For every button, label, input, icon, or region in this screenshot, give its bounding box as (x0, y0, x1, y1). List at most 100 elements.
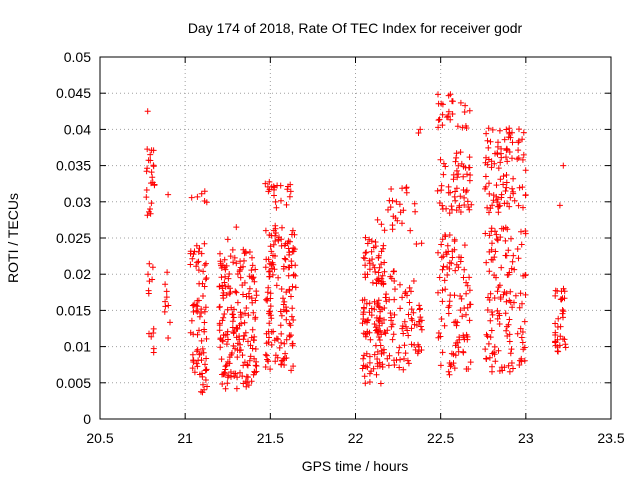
data-point (494, 237, 501, 244)
data-point (463, 279, 470, 286)
data-point (245, 338, 251, 345)
data-point (418, 240, 425, 247)
data-point (457, 209, 464, 215)
data-point (278, 197, 284, 204)
data-point (453, 261, 460, 268)
y-tick-label: 0.015 (56, 302, 91, 318)
data-point (374, 326, 380, 333)
data-point (489, 363, 495, 370)
data-point (291, 231, 298, 238)
data-point (378, 261, 385, 268)
data-point (466, 301, 473, 308)
data-point (384, 327, 391, 334)
data-point (506, 129, 513, 136)
data-point (512, 292, 519, 299)
data-point (399, 325, 406, 332)
data-point (265, 284, 272, 291)
data-point (492, 248, 499, 255)
data-point (489, 240, 495, 247)
data-point (494, 288, 501, 295)
data-point (447, 189, 454, 196)
data-point (147, 206, 153, 212)
data-point (403, 184, 410, 191)
data-point (199, 370, 205, 377)
data-point (466, 107, 473, 114)
data-point (503, 145, 510, 152)
data-point (265, 358, 272, 365)
data-point (273, 282, 280, 289)
data-point (445, 183, 452, 190)
data-point (202, 304, 209, 311)
data-point (147, 151, 154, 158)
data-point (273, 204, 280, 211)
data-point (220, 314, 227, 321)
data-point (203, 335, 210, 342)
data-point (463, 331, 470, 338)
data-point (247, 353, 254, 360)
data-point (507, 350, 514, 357)
data-point (288, 262, 295, 269)
data-point (522, 228, 529, 234)
data-point (457, 307, 464, 314)
data-point (463, 290, 470, 297)
data-point (165, 335, 172, 341)
data-point (484, 137, 491, 144)
data-point (399, 220, 405, 227)
data-point (240, 332, 247, 339)
data-point (162, 281, 169, 288)
data-point (195, 258, 202, 265)
data-point (441, 322, 448, 329)
data-point (372, 243, 379, 250)
data-point (220, 289, 227, 296)
data-point (496, 368, 503, 374)
data-point (487, 317, 494, 324)
data-point (515, 147, 522, 154)
data-point (483, 130, 490, 137)
data-point (417, 323, 424, 330)
data-point (396, 344, 403, 351)
data-point (439, 298, 446, 305)
data-point (466, 317, 473, 324)
data-point (516, 304, 523, 311)
data-point (251, 278, 258, 285)
data-point (248, 267, 255, 274)
data-point (371, 351, 378, 358)
data-point (467, 359, 474, 366)
data-point (362, 250, 369, 256)
data-point (271, 192, 277, 199)
data-point (404, 292, 410, 299)
data-point (277, 322, 284, 329)
data-point (374, 360, 381, 367)
data-point (193, 360, 200, 367)
data-point (500, 181, 507, 188)
data-point (560, 308, 567, 315)
data-point (514, 330, 521, 337)
data-point (362, 333, 369, 340)
data-point (362, 363, 369, 370)
data-point (149, 264, 156, 271)
data-point (191, 369, 198, 376)
data-point (217, 344, 224, 351)
data-point (484, 307, 491, 313)
data-point (196, 313, 203, 320)
data-point (508, 265, 515, 272)
data-point (223, 292, 230, 298)
data-point (436, 116, 443, 123)
data-point (224, 380, 231, 387)
data-point (506, 269, 513, 276)
data-point (519, 184, 526, 191)
data-point (362, 262, 369, 269)
data-point (223, 341, 230, 348)
data-point (498, 191, 505, 198)
data-point (364, 319, 370, 326)
y-tick-label: 0.02 (64, 266, 91, 282)
data-point (452, 318, 459, 325)
data-point (408, 341, 415, 348)
data-point (487, 138, 494, 145)
data-point (233, 326, 240, 332)
data-point (198, 350, 205, 357)
data-point (482, 230, 489, 237)
data-point (438, 254, 445, 261)
data-point (497, 234, 504, 241)
data-point (466, 177, 473, 184)
